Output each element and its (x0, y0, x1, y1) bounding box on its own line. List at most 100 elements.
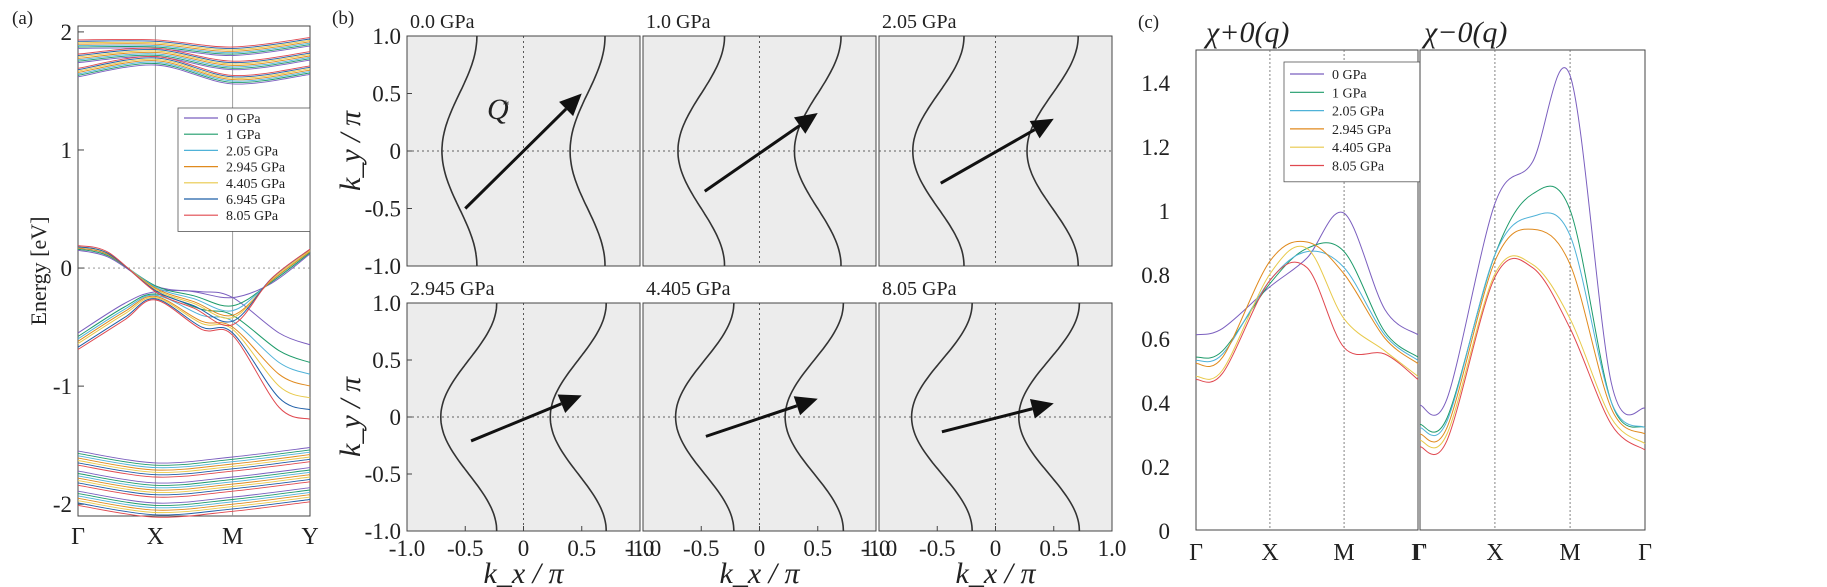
susceptibility-subplot: Γ X M Γχ−0(q) (1413, 16, 1652, 566)
fermi-surface-curve (911, 35, 965, 267)
y-tick-label: -0.5 (365, 197, 401, 222)
band-upper (77, 54, 311, 69)
band-upper (77, 56, 311, 71)
fermi-surface-curve (674, 302, 735, 532)
y-tick-label: 1 (1159, 199, 1171, 224)
nesting-vector-head (557, 394, 582, 413)
x-tick-label: Γ (1411, 540, 1425, 566)
chi-series-line (1195, 261, 1419, 383)
y-tick-label: 2 (61, 20, 73, 45)
fermi-surface-curve (549, 302, 607, 532)
subplot-title: 2.05 GPa (882, 11, 957, 33)
x-tick-label: Γ (1638, 540, 1652, 566)
chi-series-line (1195, 250, 1419, 363)
panel-b: (b) 0.0 GPa Q* 1.0 0.5 0 -0.5 -1.0 k_y / π 1.0 GP… (332, 8, 1126, 587)
susceptibility-subplot: Γ X M Γχ+0(q) 0 GPa 1 GPa 2.05 GPa 2.945 GPa 4.4… (1189, 16, 1425, 566)
band-deep (77, 487, 311, 504)
fermi-surface-curve (677, 35, 726, 267)
x-axis-label: k_x / π (956, 557, 1037, 587)
panel-a-frame (77, 25, 311, 517)
x-tick-label: 1.0 (862, 536, 891, 561)
x-tick-label: -1.0 (861, 536, 897, 561)
band-lower (77, 298, 311, 411)
fermi-surface-curve (1017, 302, 1081, 532)
chi-series-line (1419, 212, 1646, 437)
band-deep (77, 456, 311, 473)
band-deep (77, 461, 311, 478)
x-axis-label: k_x / π (720, 557, 801, 587)
x-tick-label: 1.0 (626, 536, 655, 561)
y-tick-label: 0 (61, 256, 73, 281)
legend-label: 0 GPa (226, 112, 261, 127)
band-upper (77, 38, 311, 49)
band-upper (77, 44, 311, 55)
nesting-vector-shaft (940, 128, 1036, 185)
chi-series-line (1195, 240, 1419, 367)
fermi-surface-curve (793, 35, 842, 267)
x-tick-label: M (1333, 540, 1354, 566)
fermi-subplot: 2.05 GPa (878, 11, 1113, 267)
band-deep (77, 467, 311, 484)
band-upper (77, 41, 311, 52)
band-upper (77, 57, 311, 78)
nesting-vector-head (1029, 118, 1054, 139)
band-lower (77, 294, 311, 375)
y-tick-label: -0.5 (365, 462, 401, 487)
nesting-vector-head (793, 396, 818, 416)
legend-label: 8.05 GPa (1332, 160, 1385, 175)
panel-a-label: (a) (12, 8, 33, 29)
band-lower (77, 297, 311, 399)
nesting-vector-shaft (464, 107, 568, 210)
x-tick-label: Γ (1413, 540, 1427, 566)
y-tick-label: 0.6 (1141, 327, 1170, 352)
y-tick-label: 1 (61, 138, 73, 163)
band-valence (77, 249, 311, 299)
subplot-frame (1419, 49, 1646, 531)
band-valence (77, 247, 311, 317)
y-tick-label: 1.0 (372, 291, 401, 316)
chi-series-line (1419, 185, 1646, 433)
x-tick-label: Γ (1189, 540, 1203, 566)
subplot-title: χ−0(q) (1421, 16, 1507, 49)
legend-label: 6.945 GPa (226, 193, 286, 208)
legend-label: 2.945 GPa (226, 161, 286, 176)
y-tick-label: 1.2 (1141, 135, 1170, 160)
x-tick-label: -0.5 (447, 536, 483, 561)
legend-label: 1 GPa (226, 128, 261, 143)
band-upper (77, 39, 311, 51)
fermi-subplot: 4.405 GPa -1.0 -0.5 0 0.5 1.0 k_x / π (625, 278, 891, 587)
band-lower (77, 295, 311, 387)
band-valence (77, 245, 311, 327)
fermi-surface-curve (569, 35, 606, 267)
y-tick-label: 0 (390, 405, 402, 430)
subplot-title: χ+0(q) (1203, 16, 1289, 49)
nesting-vector-head (1029, 399, 1054, 419)
band-deep (77, 454, 311, 471)
fermi-surface-curve (784, 302, 845, 532)
band-deep (77, 451, 311, 469)
y-tick-label: 0 (390, 139, 402, 164)
nesting-vector-head (793, 113, 818, 134)
fermi-subplot: 8.05 GPa -1.0 -0.5 0 0.5 1.0 k_x / π (861, 278, 1127, 587)
legend-label: 1 GPa (1332, 86, 1367, 101)
band-upper (77, 64, 311, 85)
fermi-subplot: 0.0 GPa Q* 1.0 0.5 0 -0.5 -1.0 k_y / π (334, 11, 641, 279)
nesting-vector-shaft (703, 124, 801, 193)
legend-label: 0 GPa (1332, 68, 1367, 83)
x-axis-label: k_x / π (484, 557, 565, 587)
band-deep (77, 476, 311, 493)
fermi-subplot: 1.0 GPa (642, 11, 877, 267)
band-upper (77, 63, 311, 84)
chi-series-line (1195, 211, 1419, 336)
q-star-label: Q (487, 93, 509, 126)
chi-series-line (1419, 228, 1646, 443)
band-upper (77, 51, 311, 66)
x-tick-label: M (222, 524, 243, 550)
x-tick-label: 1.0 (1098, 536, 1127, 561)
band-upper (77, 58, 311, 79)
band-deep (77, 489, 311, 506)
y-tick-label: 0.5 (372, 82, 401, 107)
legend-label: 2.05 GPa (1332, 105, 1385, 120)
x-tick-label: 0.5 (1039, 536, 1068, 561)
fermi-surface-curve (439, 302, 498, 532)
